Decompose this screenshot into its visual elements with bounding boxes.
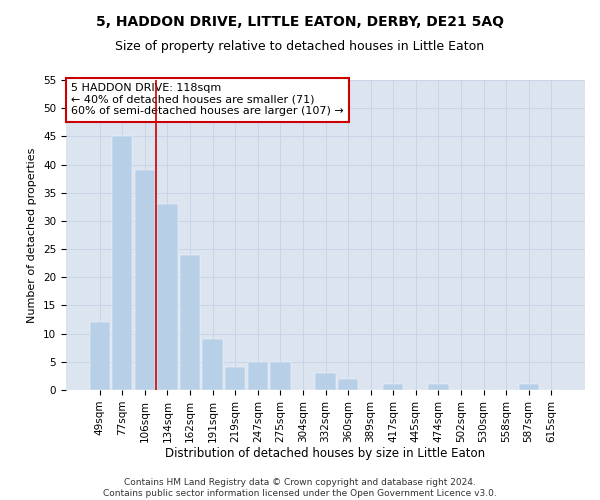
Bar [112, 136, 133, 390]
Bar [89, 322, 110, 390]
Bar [157, 204, 178, 390]
Text: 5, HADDON DRIVE, LITTLE EATON, DERBY, DE21 5AQ: 5, HADDON DRIVE, LITTLE EATON, DERBY, DE… [96, 15, 504, 29]
Bar [270, 362, 290, 390]
Bar [248, 362, 268, 390]
Text: Contains HM Land Registry data © Crown copyright and database right 2024.
Contai: Contains HM Land Registry data © Crown c… [103, 478, 497, 498]
Bar [338, 378, 358, 390]
Bar [180, 254, 200, 390]
Bar [316, 373, 335, 390]
Y-axis label: Number of detached properties: Number of detached properties [28, 148, 37, 322]
Text: 5 HADDON DRIVE: 118sqm
← 40% of detached houses are smaller (71)
60% of semi-det: 5 HADDON DRIVE: 118sqm ← 40% of detached… [71, 83, 344, 116]
Bar [383, 384, 403, 390]
Bar [202, 340, 223, 390]
Text: Size of property relative to detached houses in Little Eaton: Size of property relative to detached ho… [115, 40, 485, 53]
Bar [135, 170, 155, 390]
Bar [518, 384, 539, 390]
Bar [225, 368, 245, 390]
Bar [428, 384, 449, 390]
X-axis label: Distribution of detached houses by size in Little Eaton: Distribution of detached houses by size … [166, 448, 485, 460]
